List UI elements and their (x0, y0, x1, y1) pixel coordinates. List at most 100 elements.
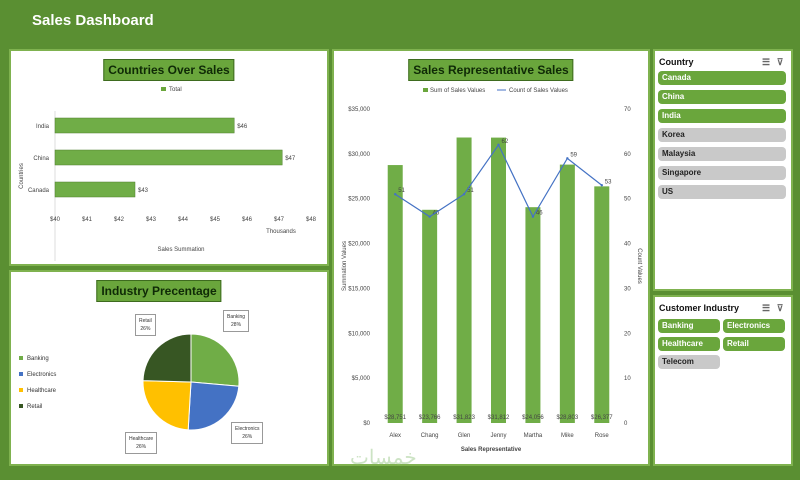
country-data-label: $46 (237, 124, 248, 130)
country-slicer-item-korea[interactable]: Korea (658, 128, 786, 142)
rep-x-tick-label: Rose (595, 433, 610, 439)
countries-chart-title: Countries Over Sales (103, 59, 235, 81)
rep-bar-data-label: $24,056 (522, 415, 544, 421)
y2-tick-label: 10 (624, 376, 631, 382)
y-tick-label: $10,000 (348, 331, 370, 337)
country-bar (54, 149, 283, 166)
y-tick-label: $35,000 (348, 107, 370, 113)
industry-slicer-item-healthcare[interactable]: Healthcare (658, 337, 720, 351)
pie-slice-electronics (187, 381, 240, 431)
industry-slicer-header: Customer Industry ☰ ⊽ (659, 301, 787, 317)
rep-x-tick-label: Glen (458, 433, 471, 439)
industry-slicer-item-banking[interactable]: Banking (658, 319, 720, 333)
rep-bar (491, 137, 506, 423)
rep-bar (525, 207, 541, 423)
pie-slice-retail (142, 333, 192, 383)
countries-chart-panel[interactable]: Countries Over Sales Total India $46 China $… (9, 49, 329, 266)
country-slicer-item-india[interactable]: India (658, 109, 786, 123)
x-tick-label: $45 (210, 217, 221, 223)
country-slicer-item-us[interactable]: US (658, 185, 786, 199)
country-slicer-header: Country ☰ ⊽ (659, 55, 787, 71)
rep-line-data-label: 53 (605, 179, 612, 185)
y-tick-label: $15,000 (348, 286, 370, 292)
country-label: India (36, 124, 50, 130)
industry-slicer[interactable]: Customer Industry ☰ ⊽ Banking Electronics… (653, 295, 793, 466)
callout-banking: Banking 28% (223, 310, 250, 332)
legend-line-label: Count of Sales Values (509, 88, 568, 94)
country-slicer-title: Country (659, 57, 694, 67)
x-tick-label: $46 (242, 217, 253, 223)
country-bar (54, 181, 136, 198)
rep-line-data-label: 46 (536, 211, 543, 217)
y2-tick-label: 0 (624, 421, 628, 427)
x-axis-title: Sales Summation (157, 247, 204, 253)
legend-healthcare: Healthcare (19, 388, 56, 394)
industry-slicer-item-telecom[interactable]: Telecom (658, 355, 720, 369)
rep-bar-data-label: $28,803 (557, 415, 579, 421)
rep-bar (594, 186, 610, 423)
clear-filter-icon[interactable]: ⊽ (776, 57, 784, 67)
callout-healthcare: Healthcare 26% (125, 432, 158, 454)
rep-y-axis-title: Summation Values (342, 241, 348, 291)
rep-bar (422, 209, 438, 423)
rep-line-data-label: 51 (398, 188, 405, 194)
legend-swatch (161, 87, 166, 91)
rep-x-tick-label: Chang (421, 433, 439, 439)
unit-label: Thousands (266, 229, 296, 235)
rep-line-data-label: 59 (570, 152, 577, 158)
clear-filter-icon[interactable]: ⊽ (776, 303, 784, 313)
country-label: China (33, 156, 49, 162)
rep-x-axis-title: Sales Representative (461, 447, 522, 453)
rep-line-data-label: 51 (467, 188, 474, 194)
country-slicer[interactable]: Country ☰ ⊽ Canada China India Korea Malaysi… (653, 49, 793, 291)
y2-tick-label: 30 (624, 286, 631, 292)
industry-slicer-item-retail[interactable]: Retail (723, 337, 785, 351)
y-tick-label: $30,000 (348, 152, 370, 158)
count-point (428, 215, 431, 218)
callout-electronics: Electronics 26% (231, 422, 264, 444)
rep-bar-data-label: $28,751 (384, 415, 406, 421)
country-slicer-item-singapore[interactable]: Singapore (658, 166, 786, 180)
y-tick-label: $20,000 (348, 242, 370, 248)
rep-x-tick-label: Mike (561, 433, 574, 439)
industry-slicer-title: Customer Industry (659, 303, 740, 313)
legend-bar-label: Sum of Sales Values (430, 88, 485, 94)
multi-select-icon[interactable]: ☰ (761, 57, 771, 67)
rep-x-tick-label: Martha (524, 433, 543, 439)
rep-bar (559, 164, 575, 423)
rep-bar-data-label: $26,377 (591, 415, 613, 421)
rep-chart-title: Sales Representative Sales (408, 59, 574, 81)
rep-line-data-label: 46 (433, 211, 440, 217)
countries-bar-chart: Total India $46 China $47 Canada $43 $40 $41 $42 $… (19, 87, 317, 261)
x-tick-label: $44 (178, 217, 189, 223)
legend-retail: Retail (19, 404, 42, 410)
country-bar (54, 117, 235, 134)
rep-line-data-label: 62 (502, 139, 509, 145)
x-tick-label: $47 (274, 217, 285, 223)
country-slicer-item-china[interactable]: China (658, 90, 786, 104)
rep-chart-panel[interactable]: Sales Representative Sales Sum of Sales … (332, 49, 650, 466)
country-slicer-item-canada[interactable]: Canada (658, 71, 786, 85)
x-tick-label: $48 (306, 217, 317, 223)
count-point (566, 157, 569, 160)
count-point (394, 193, 397, 196)
legend-bar-swatch (423, 88, 428, 92)
watermark: خمسات (350, 447, 417, 469)
pie-slice-banking (190, 333, 240, 387)
count-point (462, 193, 466, 196)
industry-chart-title: Industry Precentage (96, 280, 222, 302)
industry-slicer-item-electronics[interactable]: Electronics (723, 319, 785, 333)
rep-x-tick-label: Jenny (490, 433, 506, 439)
x-tick-label: $40 (50, 217, 61, 223)
y2-tick-label: 40 (624, 242, 631, 248)
pie-slice-healthcare (142, 380, 192, 431)
y2-tick-label: 70 (624, 107, 631, 113)
multi-select-icon[interactable]: ☰ (761, 303, 771, 313)
industry-chart-panel[interactable]: Industry Precentage Banking Electronics … (9, 270, 329, 466)
x-tick-label: $41 (82, 217, 93, 223)
x-tick-label: $42 (114, 217, 125, 223)
country-slicer-item-malaysia[interactable]: Malaysia (658, 147, 786, 161)
rep-bar-data-label: $23,766 (419, 415, 441, 421)
rep-bar-data-label: $31,812 (488, 415, 510, 421)
rep-bar (387, 165, 403, 424)
